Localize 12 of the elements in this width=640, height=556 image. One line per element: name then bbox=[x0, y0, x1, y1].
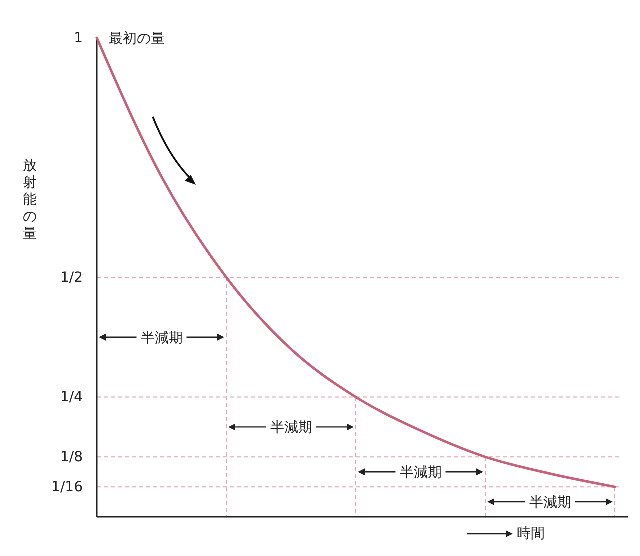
y-tick-label: 1/2 bbox=[60, 270, 83, 286]
x-axis-title: 時間 bbox=[517, 526, 545, 542]
y-tick-label: 1/4 bbox=[60, 390, 84, 406]
annotation: 半減期 bbox=[140, 330, 183, 346]
y-tick-label: 1 bbox=[74, 30, 83, 46]
annotation: 半減期 bbox=[270, 420, 312, 436]
y-axis-title: 放射能の量 bbox=[23, 158, 37, 242]
annotation: 半減期 bbox=[529, 495, 572, 512]
annotation: 半減期 bbox=[400, 465, 442, 482]
annotation: 最初の量 bbox=[109, 31, 165, 47]
y-tick-label: 1/8 bbox=[60, 450, 83, 466]
y-tick-label: 1/16 bbox=[52, 480, 84, 496]
